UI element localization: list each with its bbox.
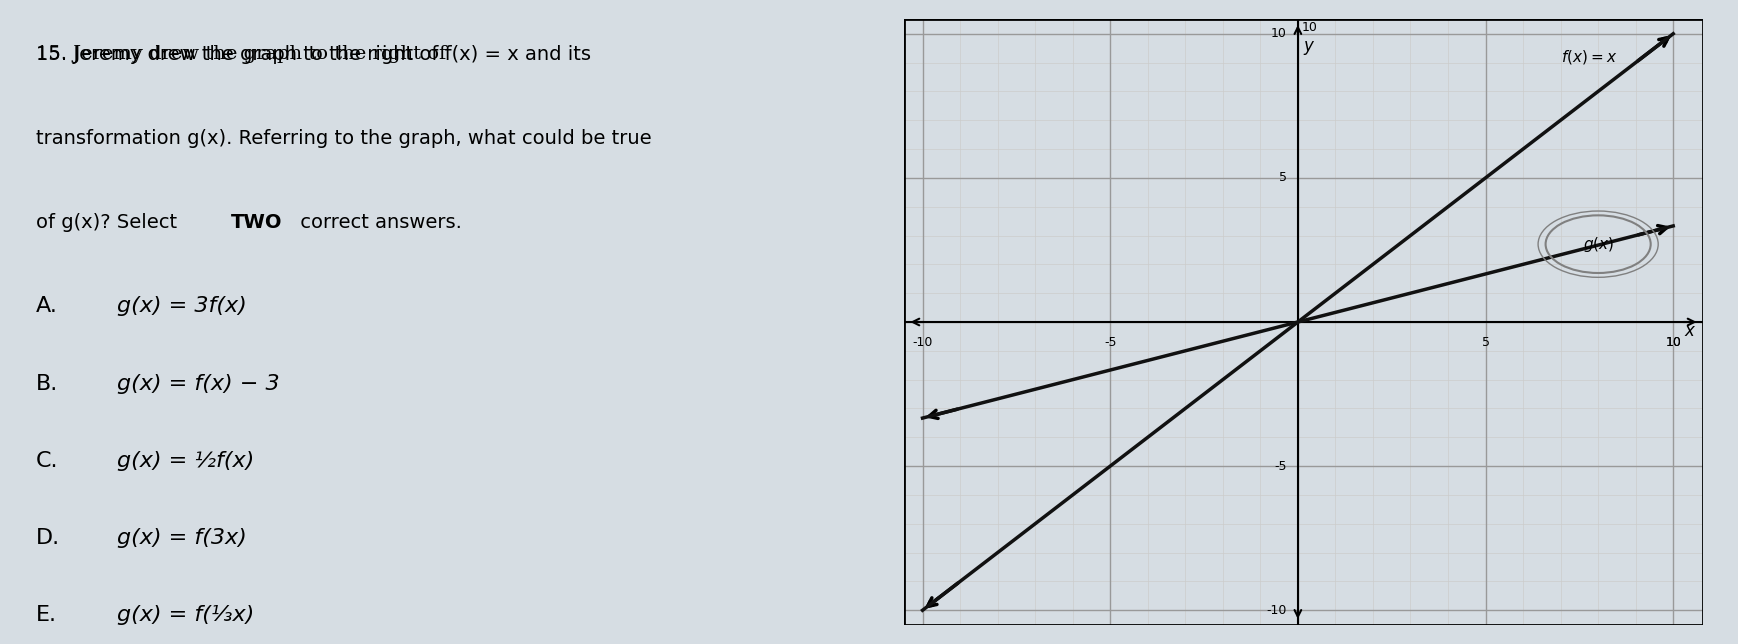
Text: $g(x)$: $g(x)$ xyxy=(1583,234,1615,254)
Text: 5: 5 xyxy=(1481,336,1489,350)
Text: -5: -5 xyxy=(1104,336,1116,350)
Text: 15. Jeremy drew the graph to the right of: 15. Jeremy drew the graph to the right o… xyxy=(36,45,452,63)
Text: g(x) = f(3x): g(x) = f(3x) xyxy=(118,528,247,548)
Text: B.: B. xyxy=(36,374,59,393)
Text: -10: -10 xyxy=(1267,604,1286,617)
Text: 10: 10 xyxy=(1665,336,1681,350)
Text: 10: 10 xyxy=(1270,27,1286,40)
Text: 10: 10 xyxy=(1665,336,1681,350)
Text: $x$: $x$ xyxy=(1684,321,1696,339)
Text: TWO: TWO xyxy=(231,213,282,232)
Text: g(x) = f(⅓x): g(x) = f(⅓x) xyxy=(118,605,255,625)
Text: of g(x)? Select: of g(x)? Select xyxy=(36,213,184,232)
Text: $f(x) = x$: $f(x) = x$ xyxy=(1561,48,1616,66)
Text: g(x) = f(x) − 3: g(x) = f(x) − 3 xyxy=(118,374,280,393)
Text: g(x) = 3f(x): g(x) = 3f(x) xyxy=(118,296,247,316)
Text: 15. Jeremy drew the graph to the right of f(x) = x and its: 15. Jeremy drew the graph to the right o… xyxy=(36,45,591,64)
Text: C.: C. xyxy=(36,451,59,471)
Text: -10: -10 xyxy=(912,336,933,350)
Text: $y$: $y$ xyxy=(1304,39,1316,57)
Text: -5: -5 xyxy=(1274,460,1286,473)
Text: correct answers.: correct answers. xyxy=(294,213,462,232)
Text: D.: D. xyxy=(36,528,61,548)
Text: A.: A. xyxy=(36,296,57,316)
Text: 10: 10 xyxy=(1302,21,1317,33)
Text: 5: 5 xyxy=(1279,171,1286,184)
Text: g(x) = ½f(x): g(x) = ½f(x) xyxy=(118,451,255,471)
Text: transformation g(x). Referring to the graph, what could be true: transformation g(x). Referring to the gr… xyxy=(36,129,652,148)
Text: E.: E. xyxy=(36,605,57,625)
